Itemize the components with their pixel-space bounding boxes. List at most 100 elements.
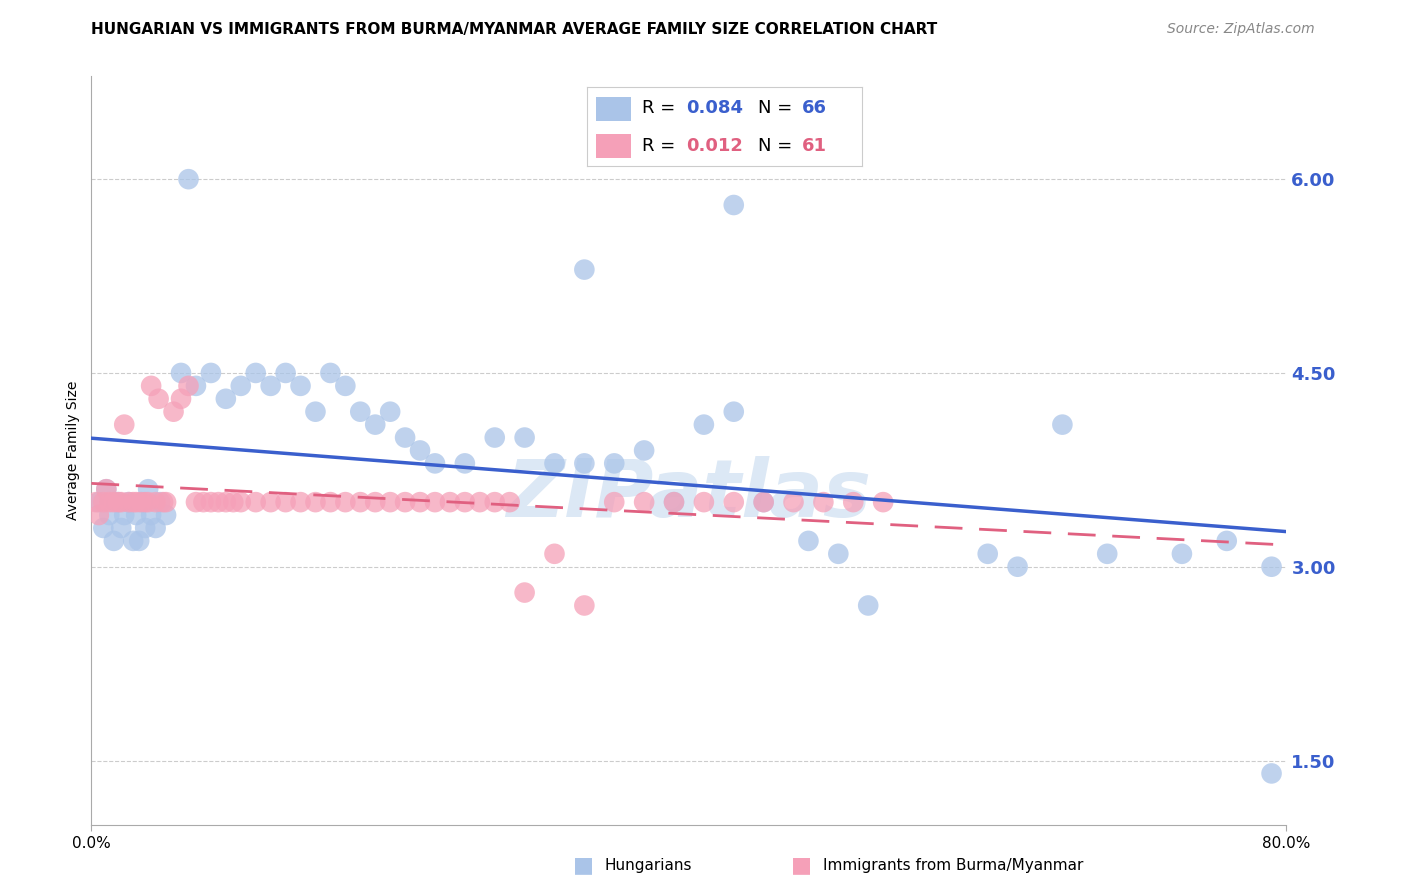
Point (752, 495, 775, 509)
Point (454, 495, 477, 509)
Point (484, 431, 506, 445)
Point (184, 379, 207, 393)
Point (193, 495, 215, 509)
Point (394, 495, 416, 509)
Point (110, 495, 132, 509)
Point (112, 417, 135, 432)
Point (162, 405, 184, 419)
Point (96, 482, 118, 496)
Point (603, 456, 626, 470)
Point (662, 495, 685, 509)
Point (603, 495, 626, 509)
Point (797, 533, 820, 548)
Text: HUNGARIAN VS IMMIGRANTS FROM BURMA/MYANMAR AVERAGE FAMILY SIZE CORRELATION CHART: HUNGARIAN VS IMMIGRANTS FROM BURMA/MYANM… (91, 22, 938, 37)
Point (693, 417, 716, 432)
Point (364, 495, 387, 509)
Point (170, 366, 193, 380)
Point (304, 405, 326, 419)
Point (141, 508, 163, 522)
Point (200, 495, 222, 509)
Point (259, 495, 281, 509)
Text: Immigrants from Burma/Myanmar: Immigrants from Burma/Myanmar (823, 858, 1083, 872)
Point (499, 495, 522, 509)
Point (145, 521, 167, 535)
Point (872, 495, 894, 509)
Point (118, 495, 141, 509)
Point (93, 521, 115, 535)
Point (134, 521, 156, 535)
Point (364, 417, 387, 432)
Point (662, 495, 685, 509)
Point (574, 456, 596, 470)
Point (290, 495, 312, 509)
Point (543, 456, 565, 470)
Point (136, 482, 159, 496)
Point (274, 495, 297, 509)
Point (177, 379, 200, 393)
Point (103, 533, 125, 548)
Point (222, 495, 245, 509)
Point (1171, 547, 1194, 561)
Point (125, 495, 148, 509)
Point (155, 495, 177, 509)
Point (112, 508, 135, 522)
Point (319, 366, 342, 380)
Point (574, 599, 596, 613)
Point (304, 495, 326, 509)
Point (468, 495, 491, 509)
Text: ZIPatlas: ZIPatlas (506, 457, 872, 534)
Point (439, 495, 461, 509)
Text: ■: ■ (792, 855, 811, 875)
Point (454, 456, 477, 470)
Point (274, 366, 297, 380)
Point (103, 495, 125, 509)
Text: Hungarians: Hungarians (605, 858, 692, 872)
Point (1052, 417, 1074, 432)
Point (1260, 559, 1282, 574)
Point (633, 495, 655, 509)
Point (152, 495, 174, 509)
Point (782, 495, 804, 509)
Point (319, 495, 342, 509)
Point (827, 547, 849, 561)
Point (93, 495, 115, 509)
Point (141, 379, 163, 393)
Point (752, 495, 775, 509)
Point (98, 508, 121, 522)
Point (215, 495, 238, 509)
Point (335, 379, 357, 393)
Point (335, 495, 357, 509)
Point (184, 495, 207, 509)
Point (107, 495, 129, 509)
Point (543, 547, 565, 561)
Point (409, 495, 432, 509)
Point (423, 456, 446, 470)
Point (1216, 533, 1239, 548)
Point (98, 495, 121, 509)
Point (200, 366, 222, 380)
Point (813, 495, 835, 509)
Point (87, 495, 110, 509)
Point (380, 495, 402, 509)
Point (409, 443, 432, 458)
Point (245, 495, 267, 509)
Point (148, 392, 170, 406)
Point (513, 585, 536, 599)
Point (723, 405, 745, 419)
Point (290, 379, 312, 393)
Point (693, 495, 716, 509)
Point (170, 392, 193, 406)
Point (149, 495, 172, 509)
Point (1097, 547, 1119, 561)
Point (96, 482, 118, 496)
Point (349, 495, 371, 509)
Point (380, 405, 402, 419)
Point (155, 508, 177, 522)
Point (107, 495, 129, 509)
Point (134, 495, 156, 509)
Point (976, 547, 998, 561)
Point (1260, 766, 1282, 780)
Point (122, 495, 145, 509)
Point (118, 495, 141, 509)
Point (128, 533, 150, 548)
